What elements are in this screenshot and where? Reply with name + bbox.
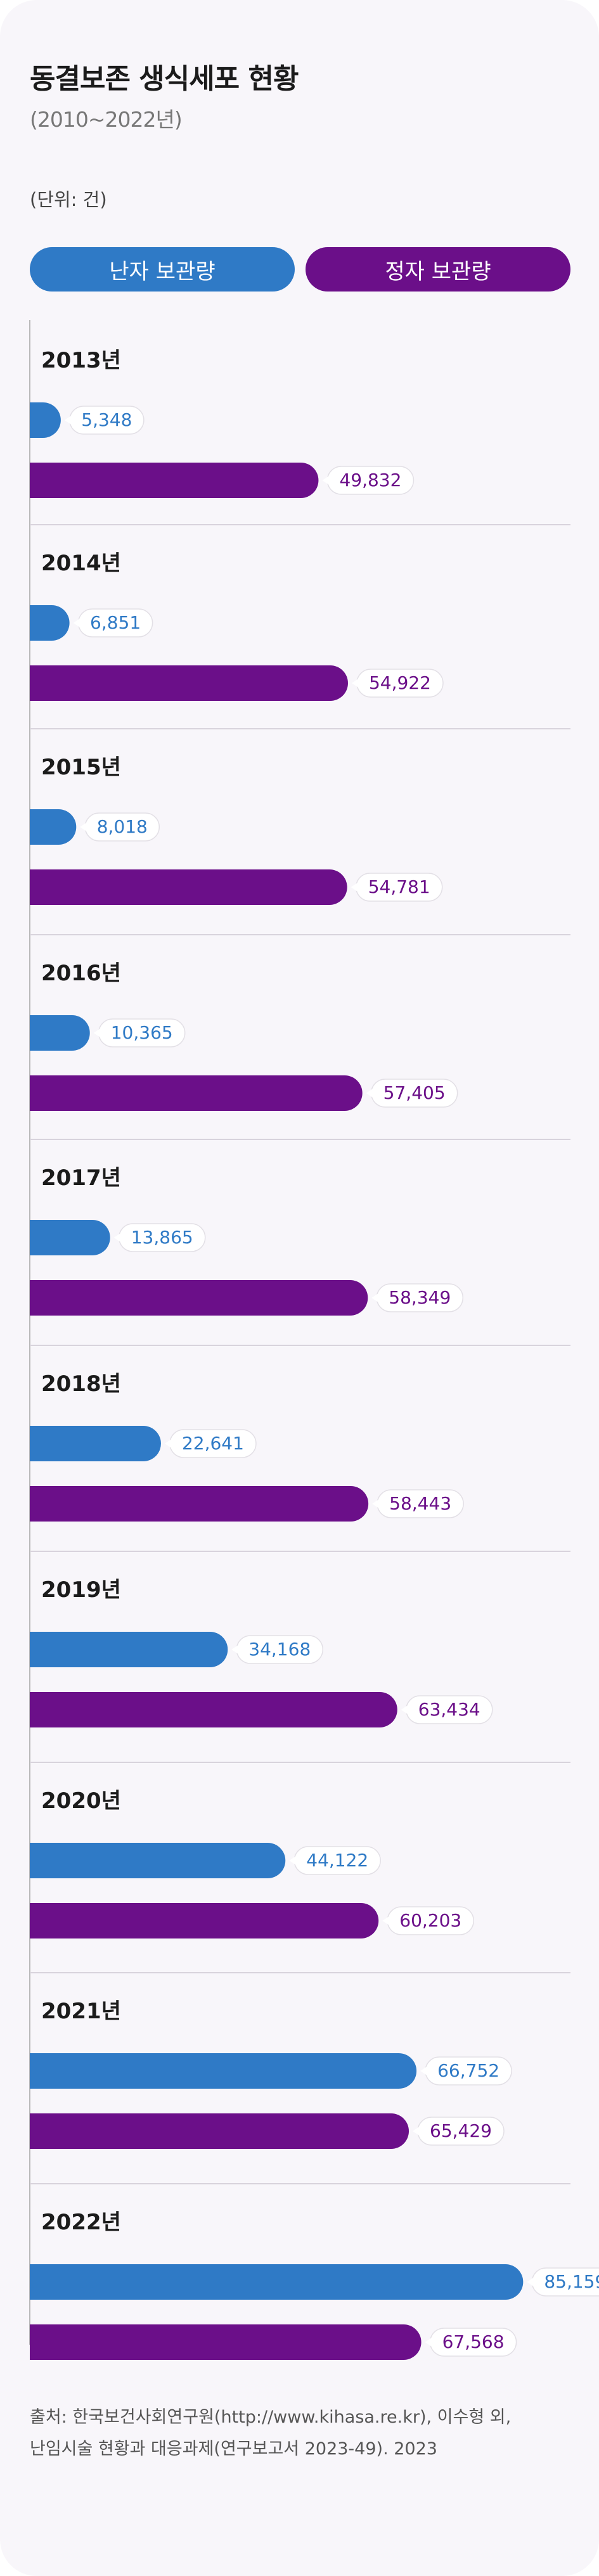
category-label: 2013년 — [41, 348, 121, 373]
value-label-pointer — [420, 2066, 428, 2076]
legend-egg: 난자 보관량 — [30, 247, 295, 292]
sperm-bar — [30, 463, 319, 498]
egg-bar — [30, 2264, 524, 2300]
value-label-pointer — [289, 1855, 297, 1866]
sperm-bar — [30, 1486, 369, 1522]
value-label-pointer — [371, 1293, 380, 1303]
category-label: 2017년 — [41, 1165, 121, 1191]
legend-sperm-label: 정자 보관량 — [385, 259, 491, 285]
value-label-pointer — [382, 1916, 390, 1926]
sperm-value-label: 54,922 — [369, 672, 431, 693]
egg-value-label: 8,018 — [97, 816, 148, 837]
value-label-pointer — [527, 2277, 535, 2287]
sperm-value-label: 65,429 — [430, 2120, 492, 2141]
egg-bar — [30, 809, 77, 845]
sperm-value-label: 57,405 — [383, 1082, 446, 1103]
unit-label: (단위: 건) — [30, 189, 107, 210]
source-line-2: 난임시술 현황과 대응과제(연구보고서 2023-49). 2023 — [30, 2439, 437, 2459]
source-line-1: 출처: 한국보건사회연구원(http://www.kihasa.re.kr), … — [30, 2407, 512, 2427]
source-note: 출처: 한국보건사회연구원(http://www.kihasa.re.kr), … — [30, 2402, 575, 2465]
sperm-value-label: 54,781 — [368, 876, 430, 897]
sperm-value-label: 67,568 — [442, 2331, 505, 2352]
value-label-pointer — [425, 2337, 433, 2347]
sperm-bar — [30, 1075, 363, 1111]
sperm-value-label: 49,832 — [339, 470, 401, 490]
value-label-pointer — [80, 822, 88, 832]
sperm-bar — [30, 869, 347, 905]
chart-title: 동결보존 생식세포 현황 — [30, 63, 299, 95]
egg-value-label: 85,159 — [544, 2271, 599, 2292]
category-label: 2014년 — [41, 551, 121, 576]
sperm-value-label: 60,203 — [399, 1910, 461, 1931]
egg-bar — [30, 2053, 417, 2089]
sperm-bar — [30, 2324, 422, 2360]
bar-chart: 2013년 5,348 49,832 2014년 6,851 54,922 2015년 8,0… — [29, 320, 599, 2360]
sperm-bar — [30, 1280, 368, 1316]
egg-bar — [30, 1220, 110, 1255]
value-label-pointer — [64, 415, 72, 425]
category-label: 2021년 — [41, 1999, 121, 2024]
sperm-value-label: 63,434 — [418, 1699, 480, 1720]
sperm-bar — [30, 665, 348, 701]
value-label-pointer — [164, 1439, 172, 1449]
egg-bar — [30, 1632, 228, 1667]
legend-sperm: 정자 보관량 — [306, 247, 570, 292]
value-label-pointer — [73, 618, 81, 628]
value-label-pointer — [413, 2126, 421, 2136]
category-label: 2022년 — [41, 2210, 121, 2235]
chart-subtitle: (2010~2022년) — [30, 107, 183, 132]
category-label: 2016년 — [41, 961, 121, 986]
egg-bar — [30, 1426, 161, 1461]
value-label-pointer — [351, 882, 359, 892]
value-label-pointer — [322, 475, 330, 485]
value-label-pointer — [366, 1088, 374, 1098]
sperm-value-label: 58,349 — [389, 1287, 451, 1308]
egg-value-label: 10,365 — [111, 1022, 173, 1043]
category-label: 2015년 — [41, 755, 121, 780]
egg-value-label: 44,122 — [306, 1850, 368, 1871]
sperm-bar — [30, 2113, 409, 2149]
legend-egg-label: 난자 보관량 — [109, 259, 216, 285]
egg-value-label: 22,641 — [182, 1433, 244, 1454]
egg-bar — [30, 1843, 286, 1878]
sperm-bar — [30, 1903, 379, 1938]
sperm-bar — [30, 1692, 397, 1727]
egg-value-label: 66,752 — [437, 2060, 499, 2081]
egg-value-label: 34,168 — [248, 1639, 311, 1660]
egg-bar — [30, 605, 70, 641]
value-label-pointer — [401, 1705, 409, 1715]
category-label: 2020년 — [41, 1788, 121, 1814]
egg-value-label: 5,348 — [81, 409, 132, 430]
category-label: 2019년 — [41, 1577, 121, 1603]
sperm-value-label: 58,443 — [389, 1493, 451, 1514]
egg-bar — [30, 1015, 90, 1051]
category-label: 2018년 — [41, 1371, 121, 1397]
value-label-pointer — [231, 1644, 240, 1655]
value-label-pointer — [113, 1233, 122, 1243]
value-label-pointer — [351, 678, 359, 688]
value-label-pointer — [372, 1499, 380, 1509]
egg-value-label: 6,851 — [90, 612, 141, 633]
value-label-pointer — [93, 1028, 101, 1038]
egg-value-label: 13,865 — [131, 1227, 193, 1248]
egg-bar — [30, 402, 61, 438]
